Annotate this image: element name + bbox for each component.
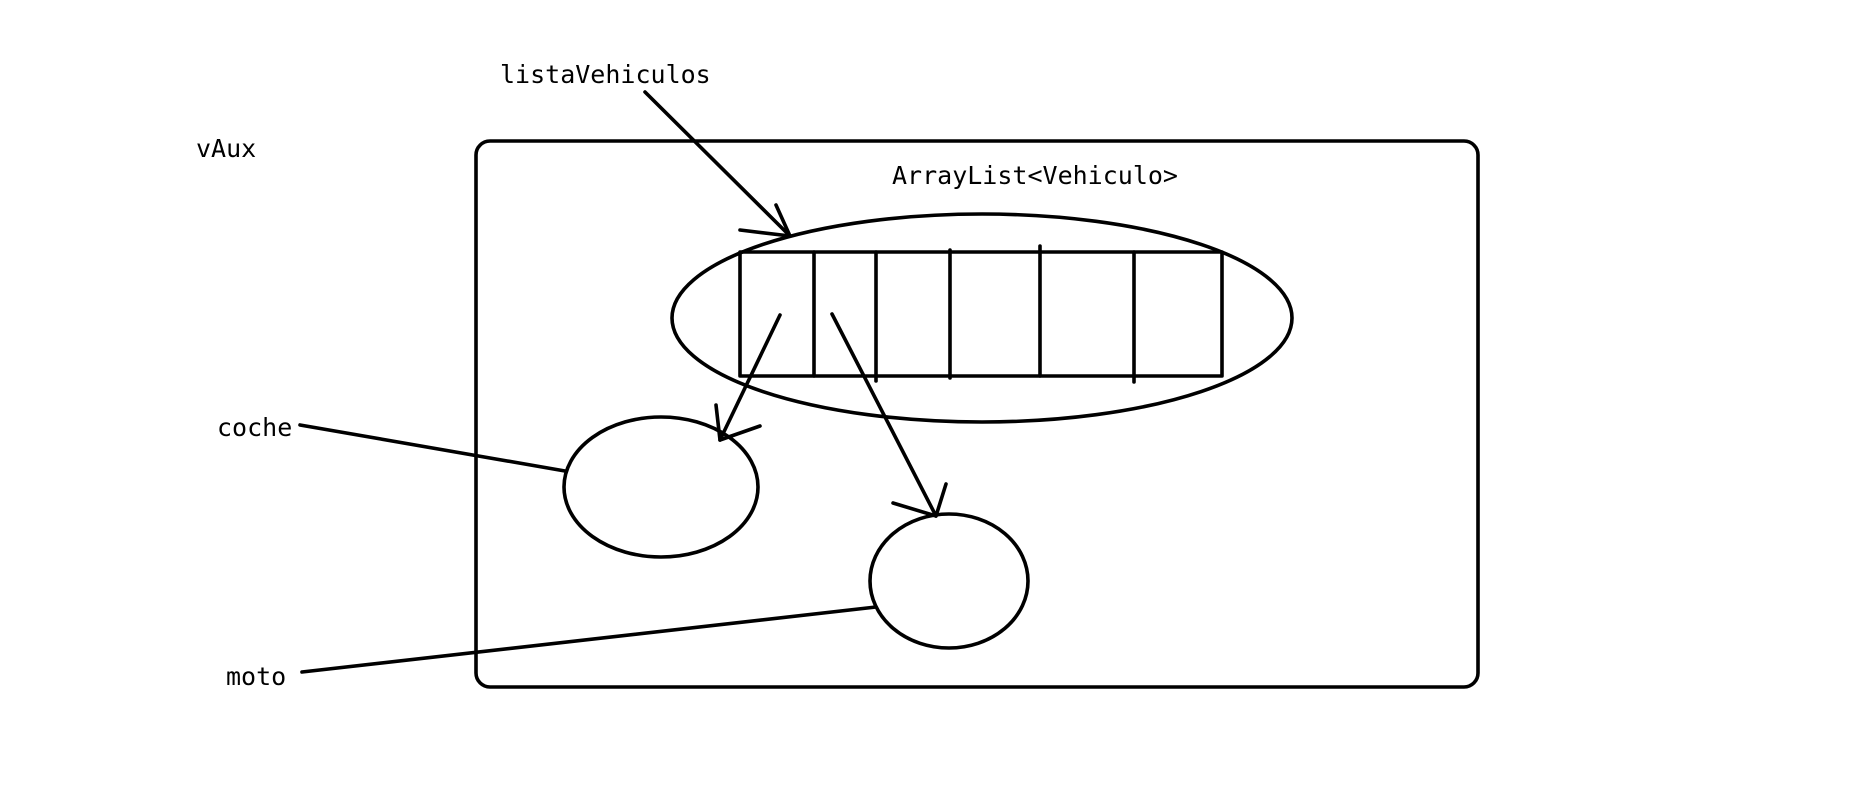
label-array-list: ArrayList<Vehiculo> <box>892 161 1178 190</box>
label-v-aux: vAux <box>196 134 256 163</box>
array-box <box>738 250 1224 378</box>
coche-reference-line <box>298 423 567 473</box>
slot-to-coche-arrow <box>714 313 782 442</box>
label-moto: moto <box>226 662 286 691</box>
coche-object <box>562 415 760 559</box>
moto-object <box>868 512 1030 650</box>
array-slots <box>738 244 1224 384</box>
label-lista-vehiculos: listaVehiculos <box>500 60 711 89</box>
heap-frame <box>474 139 1480 689</box>
arraylist-ellipse <box>670 212 1294 424</box>
moto-reference-line <box>300 605 878 674</box>
lista-vehiculos-arrow <box>643 90 792 238</box>
slot-to-moto-arrow <box>830 312 948 518</box>
label-coche: coche <box>217 413 292 442</box>
